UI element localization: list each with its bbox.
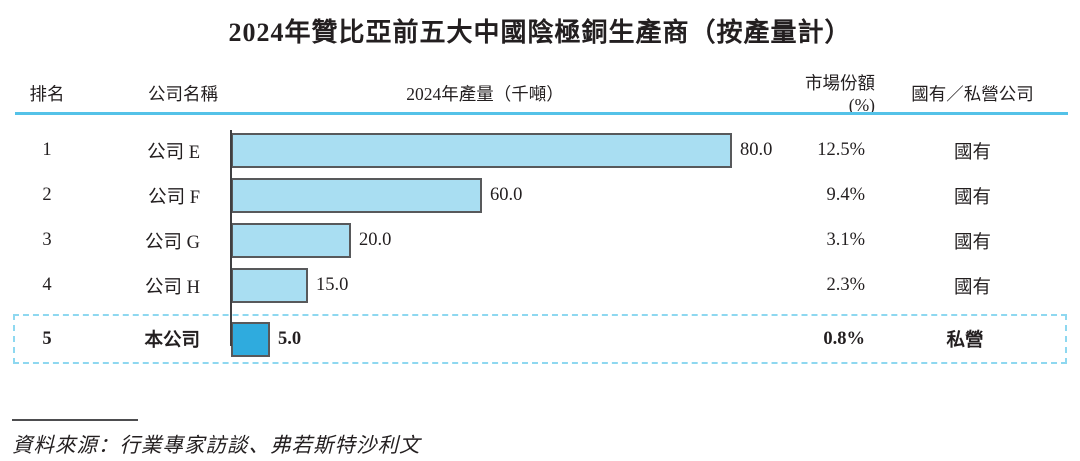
market-share-cell: 0.8% (823, 328, 865, 349)
table-row: 4 公司 H 15.0 2.3% 國有 (0, 263, 1080, 308)
table-rows: 1 公司 E 80.0 12.5% 國有 2 公司 F 60.0 9.4% 國有… (0, 128, 1080, 364)
ownership-cell: 國有 (953, 142, 991, 163)
table-row: 3 公司 G 20.0 3.1% 國有 (0, 218, 1080, 263)
production-value: 15.0 (316, 275, 349, 295)
ownership-cell: 私營 (946, 331, 984, 351)
market-share-cell: 9.4% (826, 185, 865, 205)
page-title: 2024年贊比亞前五大中國陰極銅生產商（按產量計） (228, 18, 852, 47)
production-bar (231, 268, 308, 303)
table-row: 1 公司 E 80.0 12.5% 國有 (0, 128, 1080, 173)
rank-cell: 5 (42, 328, 52, 349)
production-cell: 20.0 (200, 218, 770, 263)
production-bar (231, 321, 270, 357)
production-cell: 5.0 (200, 316, 770, 362)
production-value: 20.0 (359, 230, 392, 250)
ownership-cell: 國有 (953, 277, 991, 298)
table-row: 2 公司 F 60.0 9.4% 國有 (0, 173, 1080, 218)
company-cell: 本公司 (144, 331, 200, 351)
header-production: 2024年產量（千噸） (200, 78, 770, 108)
company-cell: 公司 G (145, 232, 200, 253)
market-share-cell: 12.5% (817, 140, 865, 160)
header-market-share: 市場份額(%) (805, 73, 875, 115)
rank-cell: 2 (42, 185, 52, 205)
header-ownership: 國有／私營公司 (911, 83, 1034, 104)
header-rule (15, 112, 1068, 115)
production-cell: 80.0 (200, 128, 773, 173)
rank-cell: 4 (42, 275, 52, 295)
ownership-cell: 國有 (953, 187, 991, 208)
market-share-cell: 3.1% (826, 230, 865, 250)
company-cell: 公司 E (147, 142, 200, 163)
production-bar (231, 178, 482, 213)
header-rank: 排名 (29, 83, 65, 104)
source-note: 資料來源：行業專家訪談、弗若斯特沙利文 (12, 435, 421, 457)
company-cell: 公司 F (148, 187, 200, 208)
production-bar (231, 133, 732, 168)
production-value: 60.0 (490, 185, 523, 205)
market-share-cell: 2.3% (826, 275, 865, 295)
table-header-row: 排名 公司名稱 2024年產量（千噸） 市場份額(%) 國有／私營公司 (0, 73, 1080, 115)
table-row: 5 本公司 5.0 0.8% 私營 (13, 314, 1067, 364)
production-value: 80.0 (740, 140, 773, 160)
rank-cell: 3 (42, 230, 52, 250)
production-cell: 60.0 (200, 173, 770, 218)
ownership-cell: 國有 (953, 232, 991, 253)
rank-cell: 1 (42, 140, 52, 160)
bar-chart-axis (230, 130, 232, 346)
header-company: 公司名稱 (148, 83, 218, 104)
production-value: 5.0 (278, 328, 302, 349)
company-cell: 公司 H (145, 277, 200, 298)
header-production-label: 2024年產量（千噸） (406, 83, 564, 104)
production-cell: 15.0 (200, 263, 770, 308)
source-divider (12, 419, 138, 421)
production-bar (231, 223, 351, 258)
